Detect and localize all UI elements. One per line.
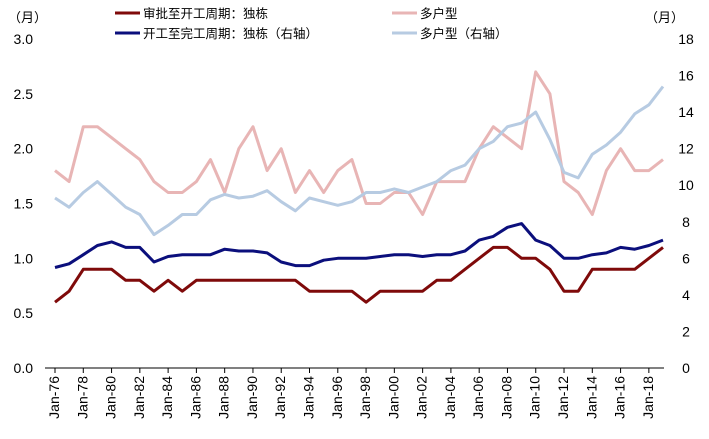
left-tick-label: 0.0 xyxy=(14,360,34,376)
x-tick-label: Jan-06 xyxy=(470,376,486,419)
legend-label-single-family-completion: 开工至完工周期：独栋（右轴） xyxy=(143,26,318,41)
right-tick-label: 14 xyxy=(678,104,694,120)
series-lines xyxy=(54,70,665,304)
x-tick-label: Jan-88 xyxy=(216,376,232,419)
legend: 审批至开工周期：独栋 多户型 开工至完工周期：独栋（右轴） 多户型（右轴） xyxy=(115,6,508,41)
right-tick-label: 4 xyxy=(682,287,690,303)
x-tick-label: Jan-08 xyxy=(498,376,514,419)
x-tick-label: Jan-00 xyxy=(385,376,401,419)
legend-label-multi-family: 多户型 xyxy=(420,6,458,21)
right-tick-label: 16 xyxy=(678,68,694,84)
left-tick-label: 1.5 xyxy=(14,196,34,212)
x-tick-label: Jan-94 xyxy=(301,376,317,419)
x-tick-label: Jan-04 xyxy=(442,376,458,419)
series-single-family-completion-line xyxy=(54,222,664,269)
x-tick-label: Jan-14 xyxy=(583,376,599,419)
x-tick-label: Jan-86 xyxy=(187,376,203,419)
x-axis-ticks: Jan-76 Jan-78 Jan-80 Jan-82 Jan-84 Jan-86 Jan-… xyxy=(46,368,656,419)
left-axis-ticks: 0.0 0.5 1.0 1.5 2.0 2.5 3.0 xyxy=(14,31,34,376)
left-tick-label: 1.0 xyxy=(14,250,34,266)
x-tick-label: Jan-78 xyxy=(74,376,90,419)
left-tick-label: 3.0 xyxy=(14,31,34,47)
legend-label-multi-family-right: 多户型（右轴） xyxy=(420,26,508,41)
right-tick-label: 8 xyxy=(682,214,690,230)
x-tick-label: Jan-82 xyxy=(131,376,147,419)
x-tick-label: Jan-12 xyxy=(555,376,571,419)
x-tick-label: Jan-18 xyxy=(640,376,656,419)
right-tick-label: 6 xyxy=(682,250,690,266)
right-tick-label: 2 xyxy=(682,323,690,339)
right-tick-label: 10 xyxy=(678,177,694,193)
left-tick-label: 2.5 xyxy=(14,86,34,102)
x-tick-label: Jan-84 xyxy=(159,376,175,419)
right-axis-ticks: 0 2 4 6 8 10 12 14 16 18 xyxy=(678,31,694,376)
series-multi-family-line xyxy=(54,70,664,216)
series-single-family-permit-line xyxy=(54,245,664,304)
x-tick-label: Jan-76 xyxy=(46,376,62,419)
legend-label-single-family-permit: 审批至开工周期：独栋 xyxy=(143,6,268,21)
right-tick-label: 12 xyxy=(678,141,694,157)
right-axis-unit: （月） xyxy=(645,11,684,26)
x-tick-label: Jan-80 xyxy=(103,376,119,419)
left-axis-unit: （月） xyxy=(8,11,47,26)
x-tick-label: Jan-90 xyxy=(244,376,260,419)
right-tick-label: 0 xyxy=(682,360,690,376)
x-tick-label: Jan-02 xyxy=(414,376,430,419)
left-tick-label: 2.0 xyxy=(14,141,34,157)
x-tick-label: Jan-10 xyxy=(527,376,543,419)
x-tick-label: Jan-92 xyxy=(272,376,288,419)
series-multi-family-right-line xyxy=(54,85,665,237)
x-tick-label: Jan-16 xyxy=(612,376,628,419)
x-tick-label: Jan-98 xyxy=(357,376,373,419)
right-tick-label: 18 xyxy=(678,31,694,47)
x-tick-label: Jan-96 xyxy=(329,376,345,419)
left-tick-label: 0.5 xyxy=(14,305,34,321)
